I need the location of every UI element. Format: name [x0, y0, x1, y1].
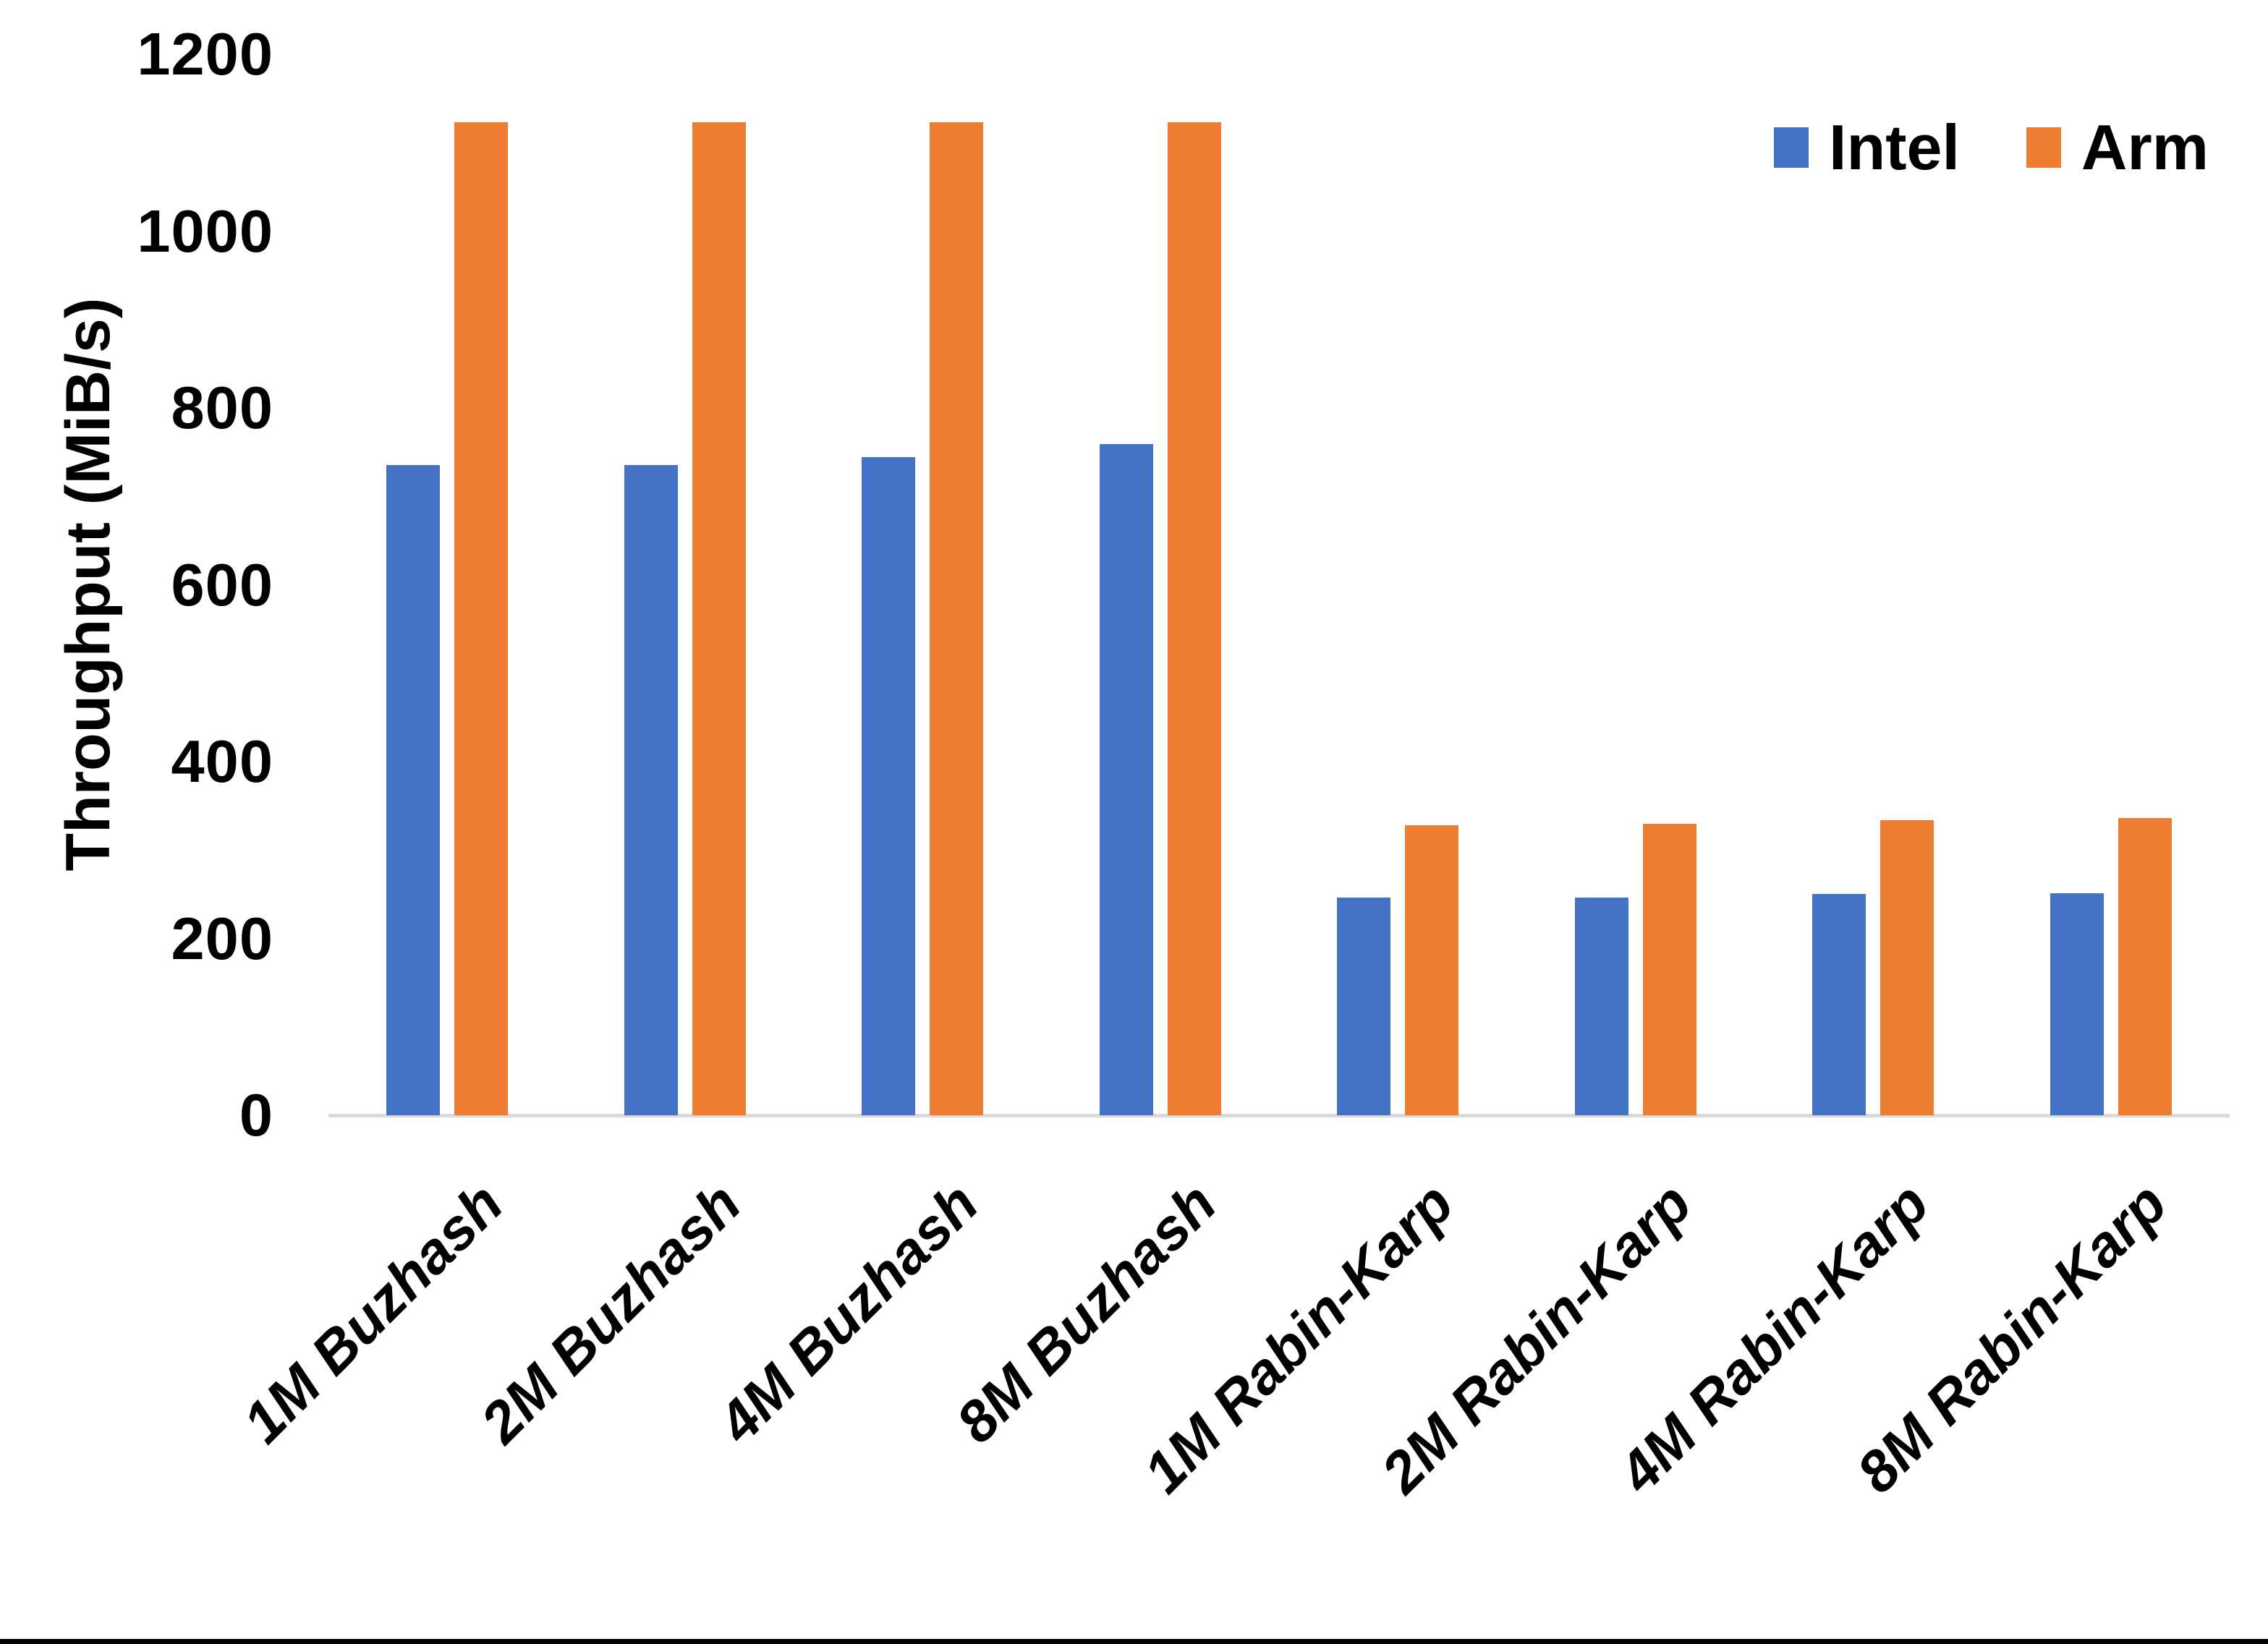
- legend-label: Intel: [1829, 111, 1960, 183]
- legend-item-arm: Arm: [2026, 116, 2209, 179]
- intel-bar: [862, 457, 915, 1115]
- arm-bar: [1643, 824, 1696, 1115]
- arm-bar: [1880, 820, 1934, 1115]
- intel-bar: [1337, 898, 1390, 1115]
- y-tick-label: 0: [239, 1081, 273, 1149]
- y-tick-label: 200: [171, 904, 273, 972]
- legend-swatch-arm: [2026, 127, 2061, 168]
- legend-label: Arm: [2081, 111, 2209, 183]
- intel-bar: [1100, 444, 1153, 1115]
- x-category-label: 8M Buzhash: [943, 1170, 1228, 1455]
- arm-bar: [454, 122, 508, 1115]
- y-tick-label: 1200: [137, 20, 273, 88]
- arm-bar: [1168, 122, 1221, 1115]
- legend: Intel Arm: [1774, 116, 2209, 179]
- x-category-label: 4M Buzhash: [705, 1170, 990, 1455]
- intel-bar: [1812, 894, 1866, 1115]
- legend-item-intel: Intel: [1774, 116, 1960, 179]
- intel-bar: [386, 465, 440, 1115]
- x-axis-line: [328, 1114, 2230, 1117]
- x-category-label: 4M Rabin-Karp: [1606, 1170, 1941, 1505]
- y-tick-label: 1000: [137, 197, 273, 265]
- figure-border-bottom: [0, 1639, 2268, 1644]
- intel-bar: [624, 465, 678, 1115]
- y-tick-label: 600: [171, 550, 273, 618]
- intel-bar: [1575, 898, 1628, 1115]
- y-tick-label: 800: [171, 374, 273, 441]
- arm-bar: [692, 122, 746, 1115]
- y-tick-label: 400: [171, 728, 273, 795]
- legend-swatch-intel: [1774, 127, 1809, 168]
- intel-bar: [2050, 893, 2104, 1115]
- arm-bar: [930, 122, 983, 1115]
- x-category-label: 8M Rabin-Karp: [1844, 1170, 2179, 1505]
- arm-bar: [1405, 825, 1458, 1115]
- arm-bar: [2118, 818, 2172, 1115]
- x-category-label: 2M Rabin-Karp: [1369, 1170, 1704, 1505]
- x-category-label: 2M Buzhash: [468, 1170, 753, 1455]
- x-category-label: 1M Rabin-Karp: [1131, 1170, 1466, 1505]
- x-category-label: 1M Buzhash: [230, 1170, 515, 1455]
